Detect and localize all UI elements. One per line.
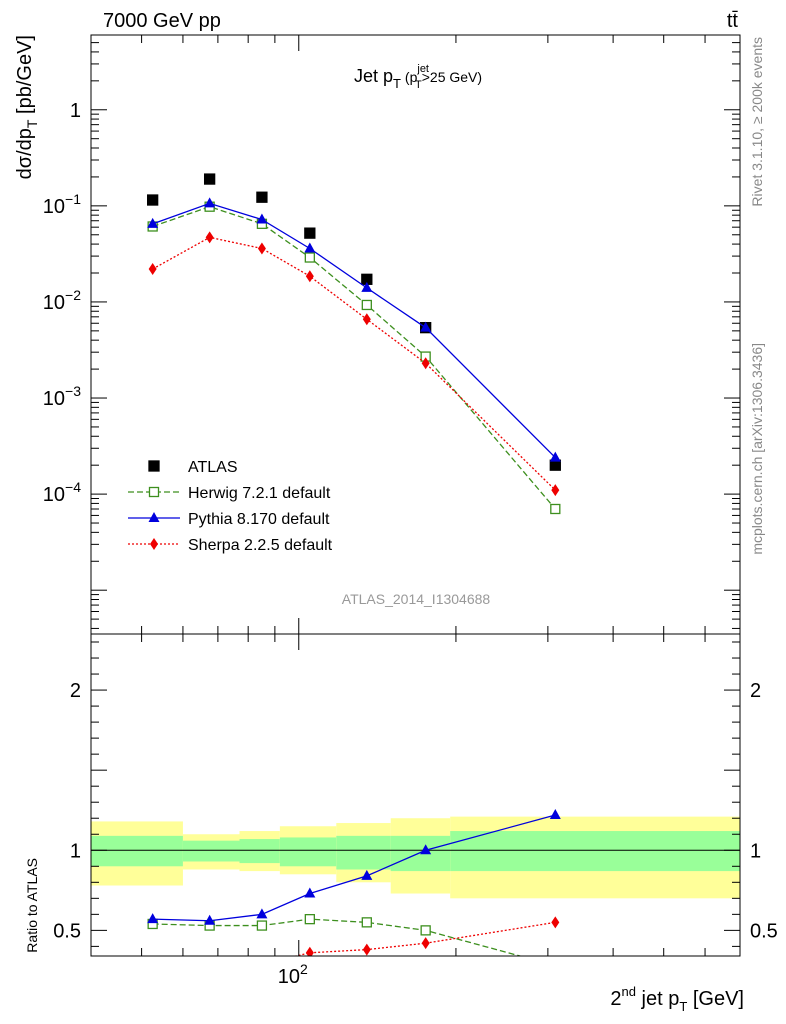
main-ylabel: dσ/dpT [pb/GeV]: [14, 35, 40, 179]
main-panel: Jet pT (pjet T>25 GeV) 1 10−1 10−2 10−3 10−4 d…: [14, 34, 741, 635]
ratio-point-sherpa-2-2-5-default: [551, 916, 560, 929]
ratio-panel: 0.5 0.5 1 1 2 2 102 Ratio to ATLAS 2nd jet pT …: [24, 633, 778, 1014]
legend-label-pythia-8-170-default: Pythia 8.170 default: [188, 511, 330, 528]
point-sherpa-2-2-5-default: [305, 270, 314, 283]
point-pythia-8-170-default: [304, 242, 316, 253]
point-sherpa-2-2-5-default: [362, 313, 371, 326]
rivet-label: Rivet 3.1.10, ≥ 200k events: [749, 37, 765, 207]
legend-label-atlas: ATLAS: [188, 459, 238, 476]
ratio-point-pythia-8-170-default: [361, 869, 373, 880]
main-series-layer: [147, 173, 561, 515]
main-title: Jet pT (pjet T>25 GeV): [354, 63, 482, 91]
ratio-y-tick-label-right: 2: [750, 680, 761, 702]
ratio-point-herwig-7-2-1-default: [256, 920, 268, 931]
point-atlas: [304, 227, 316, 239]
ratio-point-pythia-8-170-default: [549, 809, 561, 820]
ratio-y-tick-label: 1: [70, 840, 81, 862]
beam-label: 7000 GeV pp: [103, 10, 221, 32]
y-tick-label: 1: [70, 100, 81, 122]
analysis-id: ATLAS_2014_I1304688: [342, 591, 491, 607]
point-herwig-7-2-1-default: [304, 252, 315, 263]
ratio-point-pythia-8-170-default: [147, 913, 159, 924]
main-ticks: 1 10−1 10−2 10−3 10−4: [43, 34, 741, 634]
point-pythia-8-170-default: [361, 281, 373, 292]
legend-marker-pythia-8-170-default: [148, 512, 160, 522]
series-line-pythia-8-170-default: [152, 202, 556, 459]
y-tick-label: 10−3: [43, 383, 81, 410]
legend-marker-sherpa-2-2-5-default: [150, 538, 158, 550]
point-pythia-8-170-default: [420, 321, 432, 332]
point-sherpa-2-2-5-default: [205, 231, 214, 244]
y-tick-label: 10−4: [43, 479, 81, 506]
y-tick-label: 10−1: [43, 191, 81, 218]
point-atlas: [203, 173, 216, 185]
ratio-y-tick-label: 2: [70, 680, 81, 702]
legend-marker-atlas: [148, 460, 160, 472]
point-pythia-8-170-default: [256, 213, 268, 224]
x-tick-label: 102: [278, 961, 308, 988]
point-herwig-7-2-1-default: [361, 299, 372, 311]
ratio-line-sherpa-2-2-5-default: [293, 921, 556, 956]
point-atlas: [147, 194, 159, 206]
ratio-series-layer: [147, 809, 561, 956]
ratio-point-sherpa-2-2-5-default: [421, 937, 430, 950]
legend-marker-herwig-7-2-1-default: [148, 486, 160, 498]
process-label: tt̄: [727, 10, 739, 32]
point-pythia-8-170-default: [147, 217, 159, 228]
point-pythia-8-170-default: [549, 451, 561, 462]
ratio-point-pythia-8-170-default: [256, 908, 268, 919]
band-inner: [336, 835, 391, 870]
band-inner: [182, 840, 240, 862]
legend-label-herwig-7-2-1-default: Herwig 7.2.1 default: [188, 485, 331, 502]
ratio-y-tick-label: 0.5: [53, 920, 81, 942]
ratio-point-herwig-7-2-1-default: [420, 925, 431, 936]
ratio-frame: [90, 633, 741, 957]
point-herwig-7-2-1-default: [550, 503, 561, 515]
point-pythia-8-170-default: [204, 197, 216, 208]
ratio-point-herwig-7-2-1-default: [304, 914, 315, 925]
ratio-point-pythia-8-170-default: [304, 887, 316, 898]
band-inner: [91, 835, 183, 867]
band-inner: [450, 831, 740, 872]
band-inner: [239, 839, 280, 864]
legend: ATLAS Herwig 7.2.1 default Pythia 8.170 de…: [128, 459, 333, 554]
ratio-point-herwig-7-2-1-default: [361, 917, 372, 928]
ratio-point-sherpa-2-2-5-default: [305, 946, 314, 956]
ratio-point-pythia-8-170-default: [420, 844, 432, 855]
band-inner: [390, 835, 451, 872]
point-atlas: [256, 191, 268, 203]
point-atlas: [549, 459, 561, 471]
legend-label-sherpa-2-2-5-default: Sherpa 2.2.5 default: [188, 537, 333, 554]
point-sherpa-2-2-5-default: [551, 484, 560, 497]
mcplots-label: mcplots.cern.ch [arXiv:1306.3436]: [749, 343, 765, 555]
series-line-sherpa-2-2-5-default: [152, 236, 556, 491]
point-sherpa-2-2-5-default: [421, 357, 430, 370]
ratio-ticks: 0.5 0.5 1 1 2 2 102: [53, 634, 778, 988]
band-inner: [279, 837, 337, 867]
ratio-uncertainty-bands: [91, 816, 740, 899]
ratio-y-tick-label-right: 0.5: [750, 920, 778, 942]
ratio-point-sherpa-2-2-5-default: [362, 943, 371, 956]
ratio-ylabel: Ratio to ATLAS: [24, 858, 40, 953]
x-axis-label: 2nd jet pT [GeV]: [610, 984, 744, 1014]
ratio-point-pythia-8-170-default: [204, 914, 216, 925]
point-sherpa-2-2-5-default: [148, 263, 157, 276]
point-sherpa-2-2-5-default: [257, 242, 266, 255]
y-tick-label: 10−2: [43, 287, 81, 314]
ratio-y-tick-label-right: 1: [750, 840, 761, 862]
